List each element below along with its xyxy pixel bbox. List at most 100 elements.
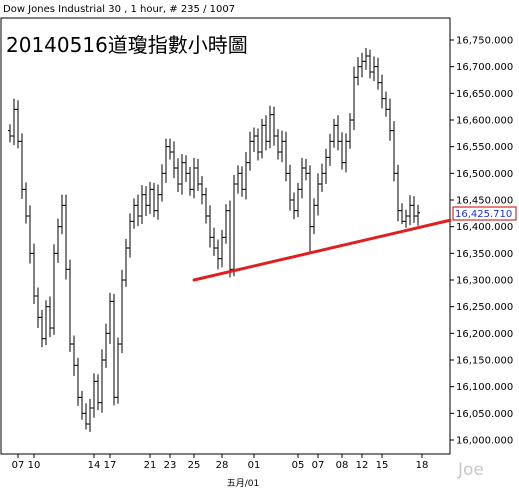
ohlc-bar — [8, 124, 12, 143]
ohlc-bar — [36, 287, 40, 328]
ohlc-bar — [260, 118, 264, 159]
ohlc-bar — [276, 129, 280, 160]
ohlc-bar — [112, 293, 116, 406]
ohlc-bar — [136, 194, 140, 227]
y-tick-label: 16,050.000 — [456, 409, 513, 420]
ohlc-bar — [344, 133, 348, 173]
ohlc-bar — [204, 187, 208, 224]
ohlc-bar — [48, 296, 52, 338]
ohlc-bar — [60, 194, 64, 235]
ohlc-bar — [120, 269, 124, 354]
y-axis: 16,000.000 16,050.000 16,100.000 16,150.000… — [450, 36, 513, 447]
ohlc-bar — [356, 57, 360, 86]
x-tick-label: 28 — [216, 460, 229, 471]
ohlc-bar — [364, 48, 368, 70]
y-tick-label: 16,250.000 — [456, 302, 513, 313]
ohlc-bar — [176, 158, 180, 192]
y-tick-label: 16,400.000 — [456, 222, 513, 233]
ohlc-bar — [412, 196, 416, 223]
ohlc-bar — [188, 166, 192, 196]
x-axis: 07 10 14 17 21 23 25 28 01 05 07 08 12 15 18 — [12, 454, 428, 471]
ohlc-bar — [44, 300, 48, 346]
y-tick-label: 16,550.000 — [456, 142, 513, 153]
ohlc-bar — [52, 244, 56, 335]
ohlc-bar — [340, 132, 344, 170]
last-price-label: 16,425.710 — [455, 209, 512, 220]
x-tick-label: 08 — [336, 460, 349, 471]
y-tick-label: 16,200.000 — [456, 329, 513, 340]
x-axis-label: 五月/01 — [227, 478, 260, 489]
ohlc-bar — [156, 184, 160, 220]
ohlc-bar — [376, 57, 380, 90]
ohlc-bar — [416, 204, 420, 226]
ohlc-bar — [360, 52, 364, 78]
ohlc-bar — [372, 56, 376, 82]
ohlc-bar — [312, 198, 316, 235]
ohlc-bar — [388, 98, 392, 141]
y-tick-label: 16,300.000 — [456, 276, 513, 287]
y-tick-label: 16,000.000 — [456, 436, 513, 447]
ohlc-bar — [20, 133, 24, 199]
x-tick-label: 05 — [292, 460, 305, 471]
ohlc-bar — [32, 243, 36, 304]
ohlc-bar — [132, 198, 136, 229]
y-tick-label: 16,150.000 — [456, 356, 513, 367]
ohlc-bar — [76, 357, 80, 406]
ohlc-bar — [12, 98, 16, 146]
ohlc-bar — [268, 105, 272, 149]
ohlc-bar — [248, 131, 252, 171]
ohlc-bar — [140, 185, 144, 224]
ohlc-bar — [164, 138, 168, 183]
ohlc-bar — [304, 158, 308, 181]
ohlc-bar — [128, 213, 132, 258]
ohlc-bar — [384, 91, 388, 117]
ohlc-bar — [160, 164, 164, 202]
ohlc-bar — [180, 154, 184, 195]
ohlc-bar — [308, 165, 312, 254]
ohlc-bar — [40, 309, 44, 348]
x-tick-label: 25 — [188, 460, 201, 471]
x-tick-label: 17 — [104, 460, 117, 471]
ohlc-bar — [368, 49, 372, 79]
ohlc-bar — [320, 163, 324, 192]
x-tick-label: 23 — [164, 460, 177, 471]
ohlc-bar — [392, 121, 396, 182]
ohlc-bar — [80, 390, 84, 420]
y-tick-label: 16,500.000 — [456, 169, 513, 180]
x-tick-label: 07 — [312, 460, 325, 471]
y-tick-label: 16,750.000 — [456, 36, 513, 47]
ohlc-bar — [168, 138, 172, 160]
x-tick-label: 15 — [376, 460, 389, 471]
ohlc-bar — [88, 398, 92, 432]
y-tick-label: 16,450.000 — [456, 196, 513, 207]
chart-title: Dow Jones Industrial 30 , 1 hour, # 235 … — [3, 4, 235, 15]
ohlc-bar — [216, 239, 220, 270]
ohlc-bar — [296, 182, 300, 218]
ohlc-bar — [328, 133, 332, 166]
ohlc-bar — [64, 194, 68, 280]
ohlc-bar — [96, 374, 100, 411]
price-bars — [8, 48, 420, 432]
ohlc-bar — [228, 200, 232, 278]
ohlc-bar — [84, 403, 88, 430]
ohlc-bar — [252, 127, 256, 152]
ohlc-bar — [316, 173, 320, 216]
x-tick-label: 07 — [12, 460, 25, 471]
ohlc-bar — [72, 335, 76, 376]
y-tick-label: 16,700.000 — [456, 62, 513, 73]
ohlc-bar — [272, 106, 276, 146]
ohlc-bar — [336, 115, 340, 151]
y-tick-label: 16,100.000 — [456, 382, 513, 393]
ohlc-bar — [92, 373, 96, 418]
trendline-group — [192, 218, 452, 282]
y-tick-label: 16,650.000 — [456, 89, 513, 100]
x-tick-label: 21 — [144, 460, 157, 471]
ohlc-bar — [200, 176, 204, 205]
ohlc-bar — [16, 100, 20, 149]
ohlc-bar — [240, 166, 244, 197]
watermark: Joe — [457, 460, 484, 480]
ohlc-bar — [24, 182, 28, 224]
x-tick-label: 14 — [88, 460, 101, 471]
ohlc-bar — [380, 74, 384, 109]
